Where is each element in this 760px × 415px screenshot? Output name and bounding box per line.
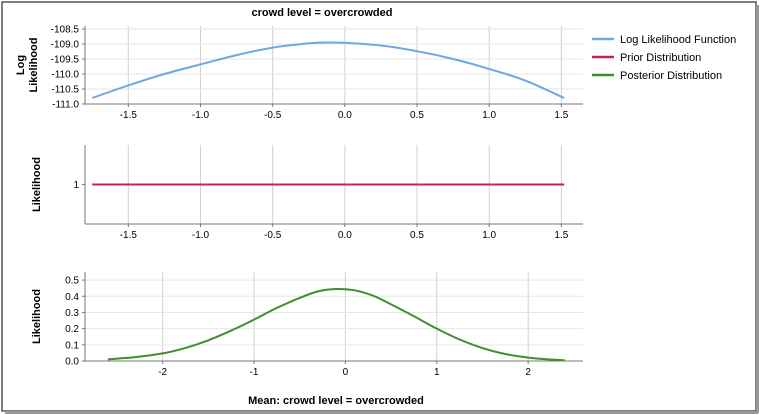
y-tick-label: 0.1 bbox=[65, 340, 79, 351]
x-tick-label: 0 bbox=[343, 367, 349, 378]
y-tick-label: -110.0 bbox=[51, 70, 79, 81]
y-tick-label: 0.5 bbox=[65, 276, 79, 287]
y-tick-label: 0.0 bbox=[65, 357, 79, 368]
y-tick-label: 0.2 bbox=[65, 324, 79, 335]
y-tick-label: -108.5 bbox=[51, 25, 80, 36]
figure-shadow-right bbox=[756, 5, 759, 413]
x-tick-label: 0.5 bbox=[410, 110, 424, 121]
y-axis-label: Log bbox=[15, 55, 27, 75]
y-tick-label: -109.5 bbox=[51, 55, 80, 66]
x-tick-label: -1 bbox=[250, 367, 259, 378]
legend-item-label: Prior Distribution bbox=[620, 52, 701, 64]
chart-panels: -1.5 -1.0 -0.5 0.0 0.5 1.0 1.5 -108.5 -109.0 -109… bbox=[15, 25, 583, 378]
y-tick-label: -111.0 bbox=[52, 100, 79, 111]
y-tick-label: 0.4 bbox=[65, 292, 79, 303]
x-tick-label: -1.0 bbox=[192, 110, 210, 121]
chart-title: crowd level = overcrowded bbox=[252, 7, 393, 19]
figure-shadow-bottom bbox=[5, 411, 758, 414]
x-tick-label: -1.5 bbox=[120, 230, 138, 241]
x-tick-label: -1.5 bbox=[120, 110, 138, 121]
x-tick-label: -0.5 bbox=[264, 230, 282, 241]
series-line-posterior-distribution bbox=[107, 287, 565, 362]
y-tick-label: 0.3 bbox=[65, 308, 79, 319]
x-tick-label: 2 bbox=[525, 367, 531, 378]
x-tick-label: 0.0 bbox=[338, 110, 352, 121]
legend: Log Likelihood Function Prior Distributio… bbox=[592, 34, 736, 82]
x-tick-label: 1.5 bbox=[554, 230, 568, 241]
panel-1: -1.5 -1.0 -0.5 0.0 0.5 1.0 1.5 -108.5 -109.0 -109… bbox=[15, 25, 583, 121]
x-tick-label: 1.0 bbox=[482, 110, 496, 121]
y-tick-label: 1 bbox=[73, 180, 79, 191]
x-tick-label: 0.5 bbox=[410, 230, 424, 241]
panel-3: -2 -1 0 1 2 0.5 0.4 0.3 0.2 0.1 0.0 Likelihood bbox=[31, 272, 583, 378]
panel-2: -1.5 -1.0 -0.5 0.0 0.5 1.0 1.5 1 Likelihood bbox=[31, 145, 583, 241]
x-tick-label: 0.0 bbox=[338, 230, 352, 241]
x-axis-label: Mean: crowd level = overcrowded bbox=[248, 395, 424, 407]
y-axis-label: Likelihood bbox=[31, 157, 43, 212]
legend-item-label: Posterior Distribution bbox=[620, 70, 722, 82]
x-tick-label: 1 bbox=[434, 367, 440, 378]
y-axis-label: Likelihood bbox=[31, 289, 43, 344]
y-axis-label: Likelihood bbox=[28, 38, 40, 93]
y-tick-label: -110.5 bbox=[51, 85, 79, 96]
series-line-log-likelihood-function bbox=[91, 41, 565, 99]
x-tick-label: -2 bbox=[158, 367, 167, 378]
x-tick-label: 1.5 bbox=[554, 110, 568, 121]
y-tick-label: -109.0 bbox=[51, 40, 80, 51]
x-tick-label: -0.5 bbox=[264, 110, 282, 121]
x-tick-label: -1.0 bbox=[192, 230, 210, 241]
legend-item-label: Log Likelihood Function bbox=[620, 34, 736, 46]
x-tick-label: 1.0 bbox=[482, 230, 496, 241]
